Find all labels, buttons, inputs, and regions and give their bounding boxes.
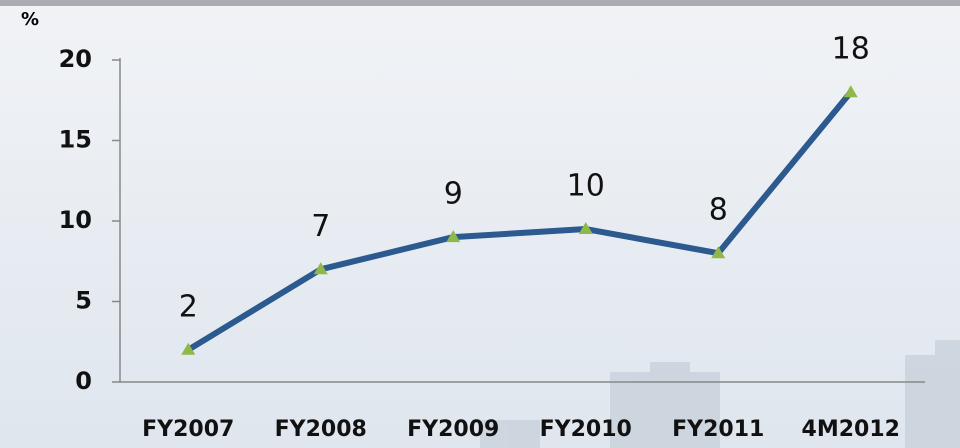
data-label: 10 [567, 169, 605, 204]
y-tick-label: 0 [75, 367, 92, 395]
data-label: 7 [311, 209, 330, 244]
marker [313, 262, 328, 275]
buildings [480, 340, 960, 448]
y-tick-label: 15 [59, 126, 92, 154]
data-label: 8 [709, 193, 728, 228]
marker [446, 230, 461, 243]
top-bar [0, 0, 960, 6]
x-tick-label: FY2007 [142, 417, 234, 442]
y-tick-label: 10 [59, 206, 92, 234]
data-label: 9 [444, 177, 463, 212]
y-tick-label: 5 [75, 287, 92, 315]
data-label: 2 [179, 289, 198, 324]
y-tick-label: 20 [59, 45, 92, 73]
marker [711, 246, 726, 259]
data-label: 18 [832, 32, 870, 67]
series-line [186, 90, 854, 353]
marker [843, 85, 858, 98]
x-tick-label: FY2011 [672, 417, 764, 442]
marker [578, 222, 593, 235]
marker [181, 342, 196, 355]
x-tick-label: FY2010 [540, 417, 632, 442]
x-tick-label: 4M2012 [802, 417, 900, 442]
x-tick-label: FY2009 [407, 417, 499, 442]
x-tick-label: FY2008 [275, 417, 367, 442]
y-axis-label: % [21, 9, 39, 30]
